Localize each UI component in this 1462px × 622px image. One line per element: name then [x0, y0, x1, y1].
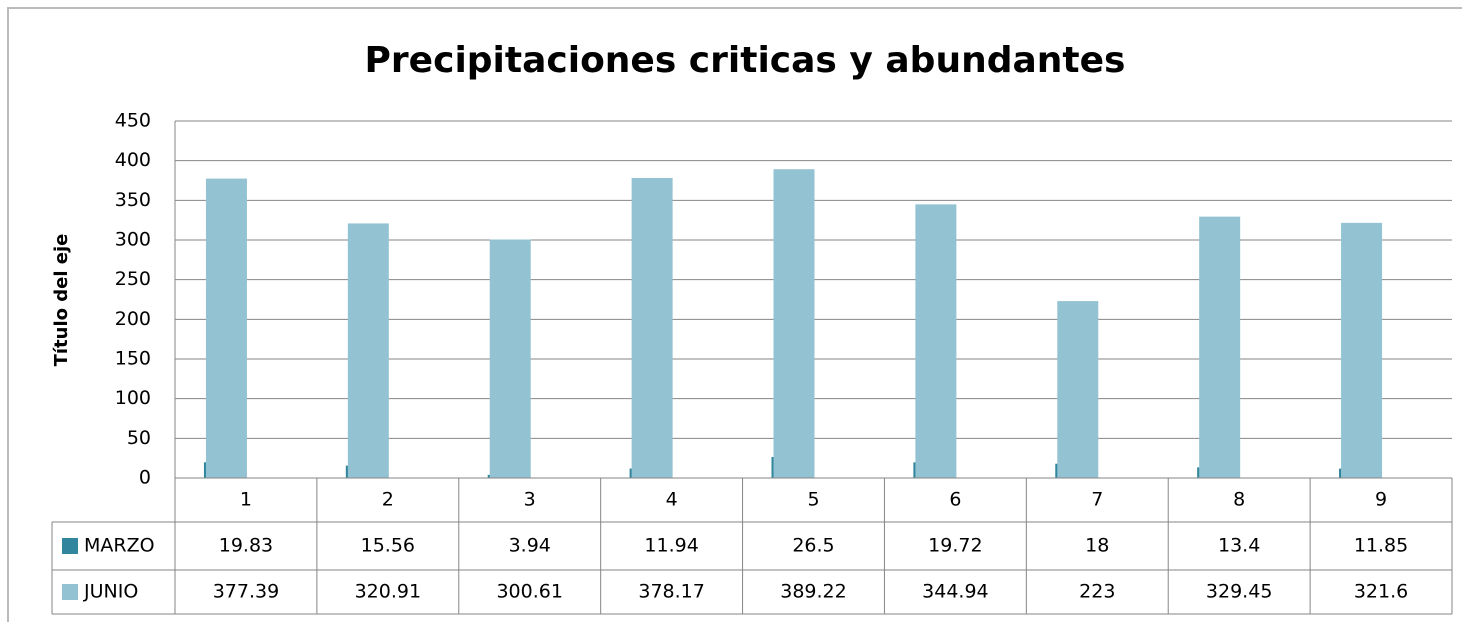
table-value: 344.94 — [922, 581, 988, 603]
legend-key — [62, 538, 78, 554]
x-tick-label: 2 — [382, 489, 394, 511]
x-tick-label: 9 — [1375, 489, 1387, 511]
bar — [205, 178, 247, 478]
y-tick-label: 100 — [115, 387, 151, 409]
y-tick-label: 200 — [115, 308, 151, 330]
bar — [1341, 222, 1383, 478]
x-tick-label: 1 — [240, 489, 252, 511]
chart-title: Precipitaciones criticas y abundantes — [365, 40, 1126, 81]
y-tick-label: 300 — [115, 229, 151, 251]
table-value: 3.94 — [509, 535, 551, 557]
table-value: 19.72 — [928, 535, 982, 557]
x-tick-label: 6 — [949, 489, 961, 511]
y-tick-label: 450 — [115, 110, 151, 132]
legend-label: JUNIO — [83, 581, 138, 603]
table-value: 11.94 — [644, 535, 698, 557]
table-value: 378.17 — [638, 581, 704, 603]
table-value: 18 — [1085, 535, 1109, 557]
y-tick-label: 50 — [127, 427, 151, 449]
legend-label: MARZO — [84, 535, 155, 557]
x-tick-label: 5 — [807, 489, 819, 511]
table-value: 223 — [1079, 581, 1115, 603]
chart-frame — [7, 7, 1462, 622]
legend-key — [62, 584, 78, 600]
bar — [631, 177, 673, 478]
bar — [1199, 216, 1241, 478]
table-value: 320.91 — [355, 581, 421, 603]
y-tick-label: 250 — [115, 268, 151, 290]
table-value: 11.85 — [1354, 535, 1408, 557]
y-tick-label: 350 — [115, 189, 151, 211]
table-value: 329.45 — [1206, 581, 1272, 603]
bar — [1057, 301, 1099, 478]
table-value: 321.6 — [1354, 581, 1408, 603]
bar — [489, 239, 531, 478]
x-tick-label: 8 — [1233, 489, 1245, 511]
y-tick-label: 150 — [115, 348, 151, 370]
table-value: 15.56 — [361, 535, 415, 557]
bar — [915, 204, 957, 478]
table-value: 19.83 — [219, 535, 273, 557]
x-tick-label: 7 — [1091, 489, 1103, 511]
table-value: 300.61 — [496, 581, 562, 603]
x-tick-label: 3 — [524, 489, 536, 511]
x-tick-label: 4 — [666, 489, 678, 511]
bar — [773, 169, 815, 478]
table-value: 377.39 — [213, 581, 279, 603]
table-value: 13.4 — [1218, 535, 1260, 557]
y-tick-label: 400 — [115, 149, 151, 171]
table-value: 26.5 — [792, 535, 834, 557]
table-value: 389.22 — [780, 581, 846, 603]
y-tick-label: 0 — [139, 467, 151, 489]
y-axis-title: Título del eje — [51, 234, 72, 367]
bar — [347, 223, 389, 478]
